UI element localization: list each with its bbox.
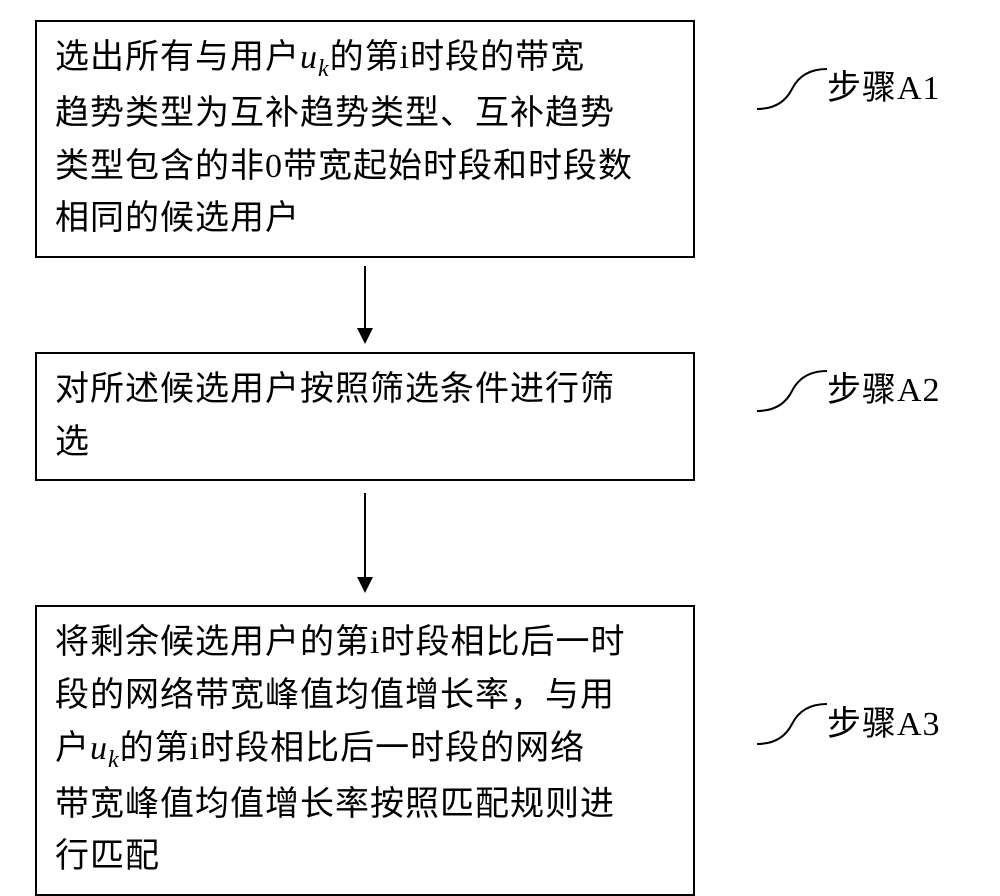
step-box-a2: 对所述候选用户按照筛选条件进行筛 选 步骤A2 xyxy=(35,352,695,481)
text-segment: 的第i时段相比后一时段的网络 xyxy=(120,730,585,767)
subscript-k: k xyxy=(108,747,120,773)
text-segment: 趋势类型为互补趋势类型、互补趋势 xyxy=(55,95,615,132)
arrow-a1-a2 xyxy=(35,258,695,352)
connector-curve-icon xyxy=(757,364,827,419)
text-segment: 段的网络带宽峰值均值增长率，与用 xyxy=(55,677,615,714)
text-segment: 的第i时段的带宽 xyxy=(330,39,585,76)
step-box-a3: 将剩余候选用户的第i时段相比后一时 段的网络带宽峰值均值增长率，与用 户uk的第… xyxy=(35,605,695,896)
text-segment: 选出所有与用户 xyxy=(55,39,300,76)
flowchart-container: 选出所有与用户uk的第i时段的带宽 趋势类型为互补趋势类型、互补趋势 类型包含的… xyxy=(35,20,965,896)
text-segment: 选 xyxy=(55,424,90,461)
step-box-a1: 选出所有与用户uk的第i时段的带宽 趋势类型为互补趋势类型、互补趋势 类型包含的… xyxy=(35,20,695,258)
text-segment: 行匹配 xyxy=(55,838,160,875)
label-container-a3: 步骤A3 xyxy=(757,697,941,752)
step-a2-text: 对所述候选用户按照筛选条件进行筛 选 xyxy=(55,364,675,469)
text-segment: 户 xyxy=(55,730,90,767)
text-segment: 相同的候选用户 xyxy=(55,200,300,237)
subscript-k: k xyxy=(318,56,330,82)
arrow-down-icon xyxy=(353,266,377,344)
step-a3-text: 将剩余候选用户的第i时段相比后一时 段的网络带宽峰值均值增长率，与用 户uk的第… xyxy=(55,617,675,884)
variable-u: u xyxy=(90,730,108,767)
arrow-down-icon xyxy=(353,493,377,593)
step-label-a1: 步骤A1 xyxy=(827,63,941,116)
step-label-a2: 步骤A2 xyxy=(827,365,941,418)
text-segment: 类型包含的非0带宽起始时段和时段数 xyxy=(55,148,633,185)
text-segment: 将剩余候选用户的第i时段相比后一时 xyxy=(55,624,625,661)
variable-u: u xyxy=(300,39,318,76)
connector-curve-icon xyxy=(757,62,827,117)
label-container-a2: 步骤A2 xyxy=(757,364,941,419)
text-segment: 对所述候选用户按照筛选条件进行筛 xyxy=(55,371,615,408)
label-container-a1: 步骤A1 xyxy=(757,62,941,117)
arrow-a2-a3 xyxy=(35,481,695,605)
connector-curve-icon xyxy=(757,697,827,752)
step-label-a3: 步骤A3 xyxy=(827,699,941,752)
step-a1-text: 选出所有与用户uk的第i时段的带宽 趋势类型为互补趋势类型、互补趋势 类型包含的… xyxy=(55,32,675,246)
text-segment: 带宽峰值均值增长率按照匹配规则进 xyxy=(55,786,615,823)
